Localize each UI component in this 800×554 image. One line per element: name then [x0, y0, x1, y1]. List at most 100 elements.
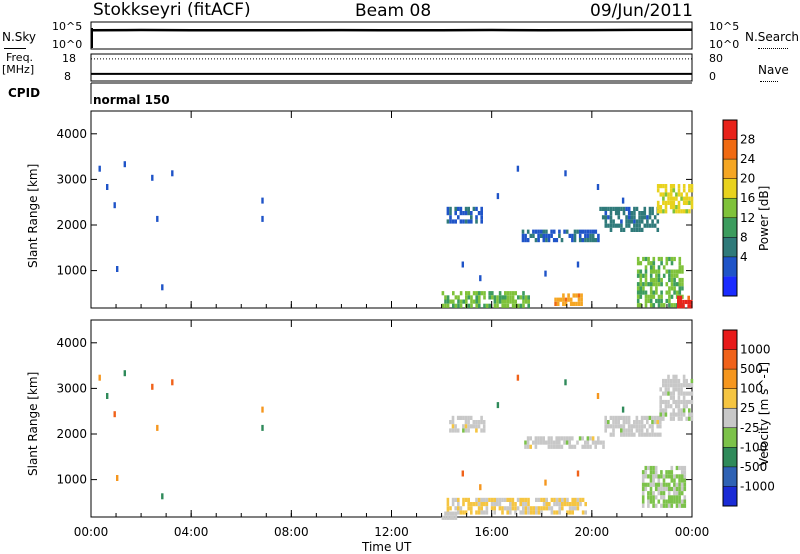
power-cell-5 — [659, 184, 663, 189]
noise-series-line-0 — [90, 28, 693, 32]
velocity-cell-0 — [498, 497, 502, 502]
velocity-cell-6 — [644, 474, 648, 479]
velocity-cell-6 — [657, 478, 661, 483]
velocity-cell-4 — [612, 424, 615, 429]
power-colorbar-swatch — [723, 256, 737, 277]
velocity-cell-0 — [503, 506, 507, 511]
velocity-cell-4 — [625, 415, 628, 420]
power-cell-4 — [620, 223, 623, 228]
velocity-cell-5 — [664, 412, 668, 417]
station-title: Stokkseyri (fitACF) — [93, 0, 251, 20]
velocity-cell-5 — [690, 399, 694, 405]
velocity-cell-0 — [506, 497, 509, 502]
power-cell-6 — [660, 290, 663, 295]
velocity-colorbar-swatch — [723, 330, 737, 350]
power-cell-6 — [675, 290, 679, 295]
velocity-cell-5 — [662, 399, 665, 405]
power-cell-6 — [636, 261, 640, 266]
velocity-cell-0 — [519, 502, 522, 507]
velocity-cell-0 — [498, 506, 502, 511]
power-cell-6 — [644, 294, 648, 299]
velocity-cell-0 — [581, 510, 585, 515]
velocity-cell-5 — [672, 399, 675, 405]
velocity-cell-4 — [614, 415, 618, 420]
velocity-colorbar-label: 500 — [740, 362, 763, 376]
power-cell-4 — [609, 211, 613, 216]
power-cell-6 — [644, 265, 648, 270]
power-cell-4 — [620, 206, 623, 211]
velocity-cell-5 — [677, 408, 681, 413]
velocity-cell-4 — [625, 428, 628, 433]
power-cell-5 — [669, 200, 673, 205]
velocity-cell-4 — [653, 420, 657, 425]
power-cell-6 — [675, 269, 679, 274]
velocity-cell-6 — [657, 491, 661, 496]
power-colorbar-swatch — [723, 139, 737, 160]
velocity-cell-4 — [646, 415, 649, 420]
cpid-label: CPID — [8, 86, 41, 100]
power-cell-6 — [673, 256, 676, 262]
power-ytick-label: 4000 — [56, 127, 87, 141]
nsky-label: N.Sky — [2, 30, 37, 44]
power-cell-6 — [649, 298, 653, 304]
power-cell-6 — [644, 277, 648, 283]
velocity-cell-4 — [653, 415, 657, 420]
power-cell-3 — [573, 238, 577, 243]
velocity-cell-5 — [675, 374, 678, 379]
velocity-cell-3 — [602, 444, 605, 449]
velocity-cell-0 — [493, 506, 496, 511]
velocity-cell-5 — [682, 404, 686, 409]
velocity-cell-2 — [482, 428, 486, 433]
velocity-cell-6 — [670, 486, 674, 492]
velocity-cell-5 — [685, 378, 688, 384]
velocity-cell-5 — [669, 383, 673, 388]
power-cell-6 — [657, 273, 661, 278]
velocity-cell-4 — [635, 420, 639, 425]
velocity-cell-6 — [665, 482, 668, 487]
velocity-cell-5 — [685, 399, 688, 405]
velocity-cell-3 — [532, 440, 535, 445]
power-cell-0 — [444, 303, 447, 308]
velocity-cell-5 — [662, 383, 665, 388]
velocity-cell-5 — [685, 404, 688, 409]
velocity-cell-0 — [579, 502, 582, 507]
power-cell-4 — [640, 215, 644, 220]
power-cell-6 — [670, 269, 674, 274]
velocity-cell-3 — [547, 436, 551, 441]
velocity-cell-3 — [529, 436, 532, 441]
velocity-cell-6 — [680, 474, 684, 479]
velocity-cell-0 — [483, 502, 486, 507]
power-cell-3 — [529, 233, 533, 238]
power-cell-4 — [622, 206, 626, 211]
velocity-cell-0 — [454, 506, 457, 511]
power-cell-1 — [572, 293, 576, 298]
nave-label: Nave — [758, 63, 789, 77]
power-cell-1 — [580, 297, 583, 302]
velocity-cell-6 — [649, 478, 653, 483]
velocity-cell-4 — [617, 415, 620, 420]
velocity-cell-6 — [660, 470, 663, 475]
velocity-cell-6 — [670, 478, 674, 483]
velocity-cell-2 — [451, 424, 455, 429]
velocity-cell-6 — [662, 491, 666, 496]
power-cell-2 — [446, 211, 450, 216]
power-cell-6 — [649, 265, 653, 270]
power-cell-6 — [649, 286, 653, 291]
velocity-cell-2 — [467, 420, 470, 425]
power-cell-3 — [578, 238, 582, 243]
velocity-cell-4 — [604, 424, 607, 429]
colorbars: 28 24 20 16 12 8 4 1000 500 100 25 -25 -100 -500 -1000 — [722, 119, 775, 507]
velocity-cell-5 — [662, 391, 665, 396]
power-cell-6 — [652, 277, 656, 283]
power-cell-0 — [511, 295, 515, 300]
power-cell-6 — [649, 282, 653, 287]
velocity-cell-0 — [522, 502, 525, 507]
power-cell-4 — [633, 219, 636, 224]
power-cell-6 — [678, 290, 682, 295]
velocity-cell-5 — [688, 412, 691, 417]
velocity-cell-0 — [550, 506, 554, 511]
velocity-cell-4 — [622, 424, 626, 429]
velocity-cell-5 — [669, 395, 673, 400]
velocity-cell-2 — [451, 428, 455, 433]
velocity-cell-3 — [591, 436, 595, 441]
